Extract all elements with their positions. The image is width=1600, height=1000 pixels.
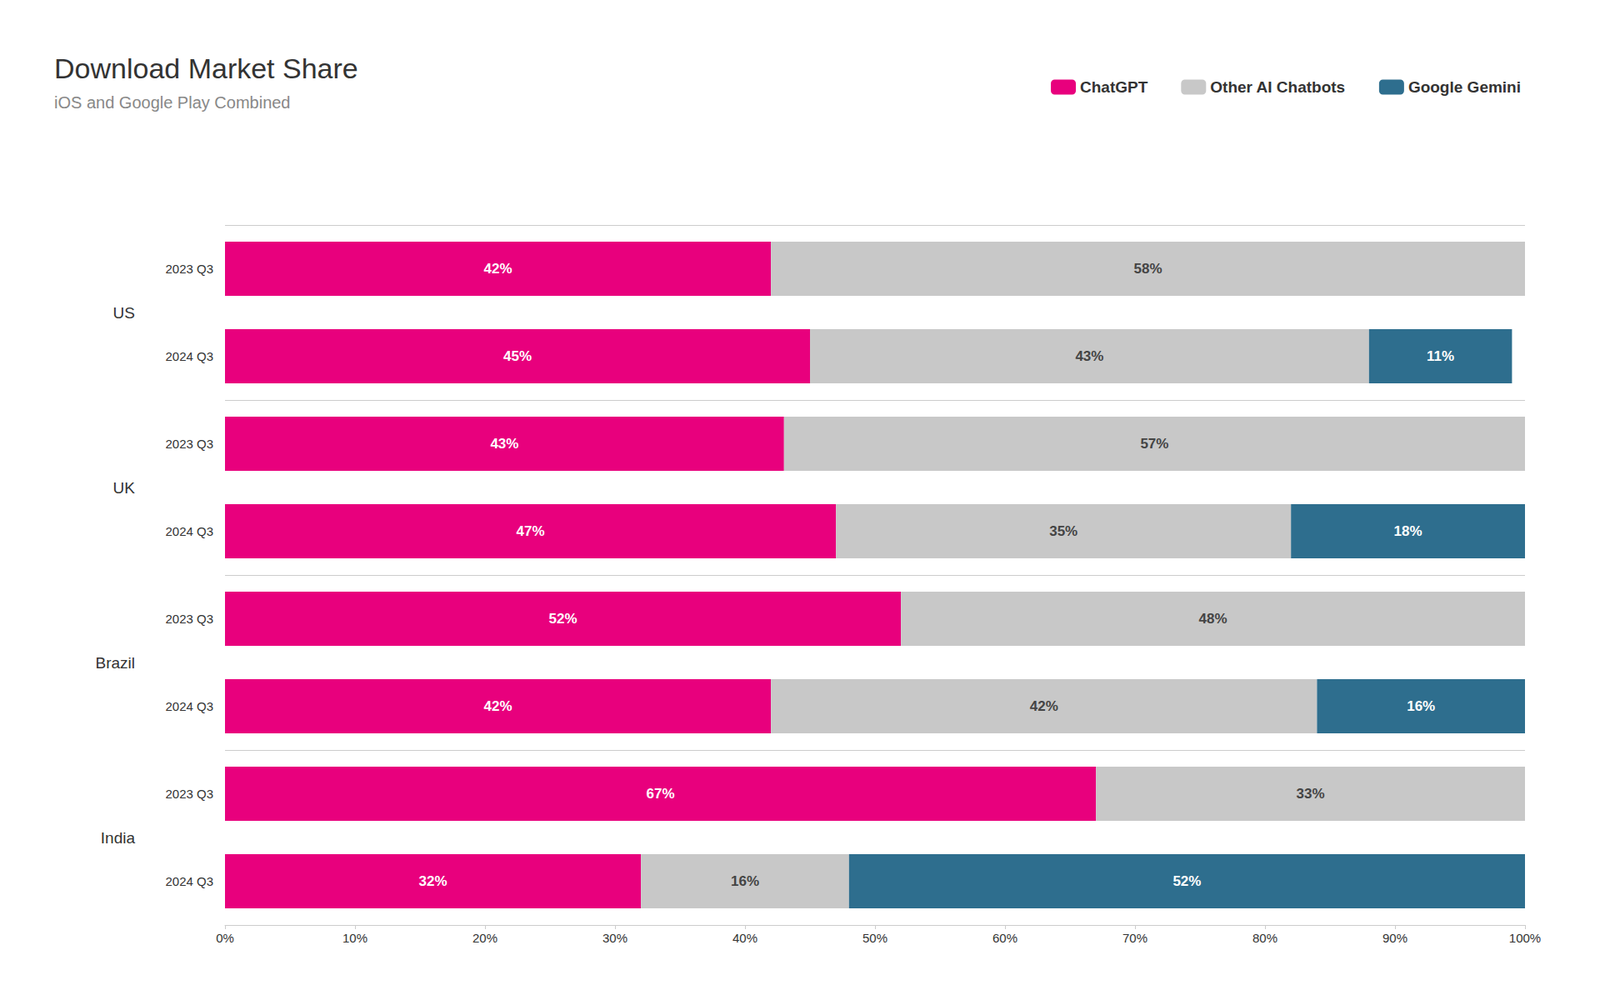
svg-text:43%: 43% [490, 435, 519, 452]
svg-text:2023 Q3: 2023 Q3 [165, 261, 214, 276]
svg-text:58%: 58% [1134, 260, 1163, 277]
svg-text:50%: 50% [862, 930, 888, 945]
svg-text:Brazil: Brazil [95, 654, 135, 672]
svg-text:2024 Q3: 2024 Q3 [165, 349, 214, 364]
svg-text:80%: 80% [1252, 930, 1278, 945]
svg-text:2024 Q3: 2024 Q3 [165, 699, 214, 714]
svg-text:52%: 52% [549, 610, 578, 627]
svg-text:40%: 40% [732, 930, 758, 945]
svg-text:Other AI Chatbots: Other AI Chatbots [1210, 78, 1345, 96]
svg-text:33%: 33% [1296, 785, 1325, 802]
svg-text:70%: 70% [1122, 930, 1148, 945]
svg-text:India: India [100, 829, 136, 847]
svg-text:2023 Q3: 2023 Q3 [165, 611, 214, 626]
svg-text:43%: 43% [1075, 348, 1104, 365]
svg-text:18%: 18% [1394, 523, 1423, 540]
svg-text:2024 Q3: 2024 Q3 [165, 524, 214, 539]
svg-text:16%: 16% [730, 873, 760, 890]
svg-text:45%: 45% [503, 348, 532, 365]
svg-text:UK: UK [113, 479, 136, 497]
svg-text:57%: 57% [1140, 435, 1169, 452]
svg-text:42%: 42% [1030, 698, 1059, 715]
svg-text:11%: 11% [1426, 348, 1455, 365]
svg-text:US: US [113, 304, 135, 322]
svg-text:16%: 16% [1406, 698, 1435, 715]
svg-text:100%: 100% [1509, 930, 1541, 945]
svg-text:2024 Q3: 2024 Q3 [165, 874, 214, 889]
svg-text:10%: 10% [342, 930, 368, 945]
svg-text:90%: 90% [1382, 930, 1408, 945]
svg-text:35%: 35% [1049, 523, 1078, 540]
svg-text:67%: 67% [646, 785, 675, 802]
svg-text:2023 Q3: 2023 Q3 [165, 436, 214, 451]
svg-text:42%: 42% [484, 260, 513, 277]
svg-text:47%: 47% [516, 523, 545, 540]
svg-text:60%: 60% [992, 930, 1018, 945]
svg-text:Google Gemini: Google Gemini [1408, 78, 1521, 96]
svg-text:ChatGPT: ChatGPT [1080, 78, 1149, 96]
svg-text:52%: 52% [1172, 873, 1201, 890]
svg-text:30%: 30% [602, 930, 628, 945]
svg-text:20%: 20% [472, 930, 498, 945]
svg-text:48%: 48% [1199, 610, 1228, 627]
svg-text:0%: 0% [215, 930, 235, 945]
svg-text:32%: 32% [419, 873, 448, 890]
svg-text:iOS and Google Play Combined: iOS and Google Play Combined [54, 93, 291, 112]
svg-text:42%: 42% [484, 698, 513, 715]
svg-text:Download Market Share: Download Market Share [54, 52, 359, 85]
svg-text:2023 Q3: 2023 Q3 [165, 786, 214, 801]
